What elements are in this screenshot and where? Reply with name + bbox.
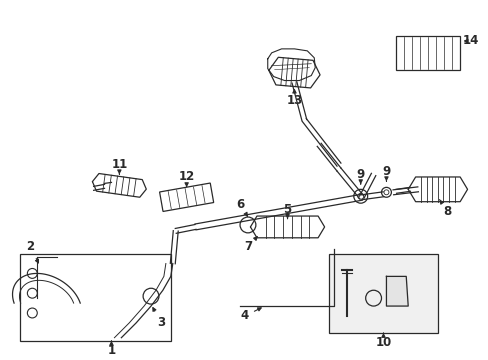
Text: 4: 4	[241, 308, 261, 323]
Text: 7: 7	[244, 237, 257, 253]
Bar	[395, 36, 459, 70]
Text: 10: 10	[375, 333, 391, 349]
Bar	[20, 254, 170, 341]
Polygon shape	[386, 276, 407, 306]
Text: 5: 5	[283, 203, 291, 219]
Text: 6: 6	[235, 198, 247, 216]
Text: 8: 8	[439, 199, 451, 217]
Text: 13: 13	[286, 90, 302, 107]
Text: 9: 9	[382, 165, 390, 181]
Bar	[328, 254, 437, 333]
Text: 11: 11	[111, 158, 127, 174]
Text: 2: 2	[26, 240, 39, 263]
Text: 14: 14	[461, 35, 478, 48]
Bar	[159, 183, 213, 211]
Text: 9: 9	[356, 168, 364, 184]
Text: 12: 12	[178, 170, 194, 186]
Text: 1: 1	[107, 341, 115, 357]
Text: 3: 3	[153, 308, 164, 329]
